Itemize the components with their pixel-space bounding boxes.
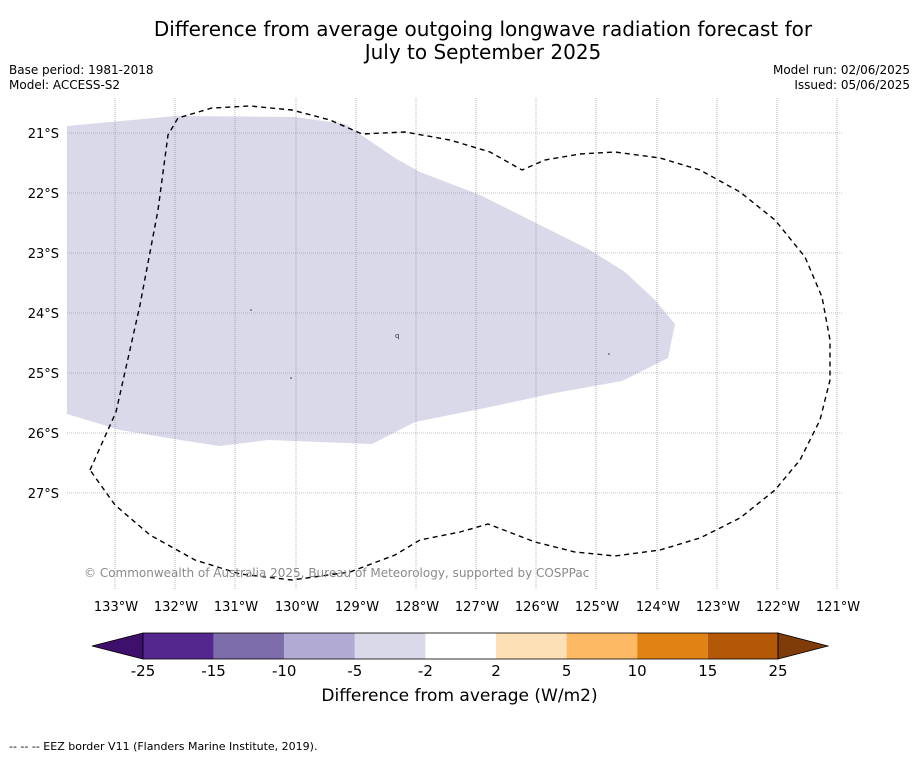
- meta-right: Model run: 02/06/2025 Issued: 05/06/2025: [773, 63, 910, 93]
- lon-label: 128°W: [395, 600, 439, 615]
- colorbar-tick: -25: [131, 662, 156, 680]
- colorbar-ticks: -25 -15 -10 -5 -2 2 5 10 15 25: [131, 662, 788, 680]
- colorbar-tick: -15: [201, 662, 226, 680]
- base-period: Base period: 1981-2018: [9, 63, 154, 77]
- colorbar-tick: 2: [491, 662, 501, 680]
- lat-label: 25°S: [28, 367, 59, 382]
- longitude-labels: 133°W 132°W 131°W 130°W 129°W 128°W 127°…: [94, 600, 860, 615]
- colorbar-segment: [425, 633, 496, 659]
- lat-label: 27°S: [28, 487, 59, 502]
- colorbar-extend-low: [91, 632, 144, 660]
- colorbar-segment: [284, 633, 355, 659]
- lon-label: 123°W: [696, 600, 740, 615]
- longitude-gridlines: [114, 98, 838, 590]
- colorbar-tick: 5: [562, 662, 572, 680]
- meta-left: Base period: 1981-2018 Model: ACCESS-S2: [9, 63, 154, 93]
- lat-label: 21°S: [28, 127, 59, 142]
- lon-label: 126°W: [515, 600, 559, 615]
- lon-label: 127°W: [455, 600, 499, 615]
- copyright-text: © Commonwealth of Australia 2025, Bureau…: [84, 566, 589, 580]
- lat-label: 23°S: [28, 247, 59, 262]
- colorbar-segment: [213, 633, 285, 659]
- lon-label: 125°W: [575, 600, 619, 615]
- latitude-labels: 21°S 22°S 23°S 24°S 25°S 26°S 27°S: [28, 127, 59, 502]
- title-line-2: July to September 2025: [364, 40, 602, 64]
- lat-label: 22°S: [28, 187, 59, 202]
- eez-border: [89, 105, 831, 581]
- artifact-dot: [290, 377, 292, 379]
- colorbar-segment: [707, 633, 778, 659]
- colorbar-outline: [142, 632, 779, 660]
- artifact-dot: [608, 353, 610, 355]
- artifact-glyph: q: [395, 332, 399, 340]
- lon-label: 122°W: [756, 600, 800, 615]
- chart-title: Difference from average outgoing longwav…: [0, 18, 919, 64]
- colorbar-tick: 25: [768, 662, 787, 680]
- issued-date: Issued: 05/06/2025: [794, 78, 910, 92]
- colorbar-tick: -10: [272, 662, 297, 680]
- title-line-1: Difference from average outgoing longwav…: [153, 17, 813, 41]
- eez-footnote: -- -- -- EEZ border V11 (Flanders Marine…: [9, 740, 318, 753]
- lon-label: 121°W: [816, 600, 860, 615]
- latitude-gridlines: [67, 132, 843, 494]
- colorbar-segment: [143, 633, 214, 659]
- lon-label: 132°W: [154, 600, 198, 615]
- colorbar-segment: [496, 633, 567, 659]
- model-run: Model run: 02/06/2025: [772, 63, 910, 77]
- colorbar-extend-high: [777, 632, 830, 660]
- colorbar-tick: 15: [698, 662, 717, 680]
- lon-label: 131°W: [214, 600, 258, 615]
- lat-label: 26°S: [28, 427, 59, 442]
- anomaly-region: [67, 116, 675, 446]
- artifact-dot: [250, 309, 252, 311]
- lon-label: 130°W: [275, 600, 319, 615]
- model-name: Model: ACCESS-S2: [9, 78, 121, 92]
- colorbar: [91, 632, 830, 660]
- colorbar-tick: -2: [418, 662, 433, 680]
- lon-label: 124°W: [636, 600, 680, 615]
- colorbar-segment: [637, 633, 708, 659]
- lon-label: 129°W: [335, 600, 379, 615]
- lon-label: 133°W: [94, 600, 138, 615]
- colorbar-label: Difference from average (W/m2): [321, 686, 598, 706]
- colorbar-segment: [354, 633, 426, 659]
- colorbar-tick: -5: [347, 662, 362, 680]
- colorbar-segment: [566, 633, 638, 659]
- lat-label: 24°S: [28, 307, 59, 322]
- colorbar-tick: 10: [628, 662, 647, 680]
